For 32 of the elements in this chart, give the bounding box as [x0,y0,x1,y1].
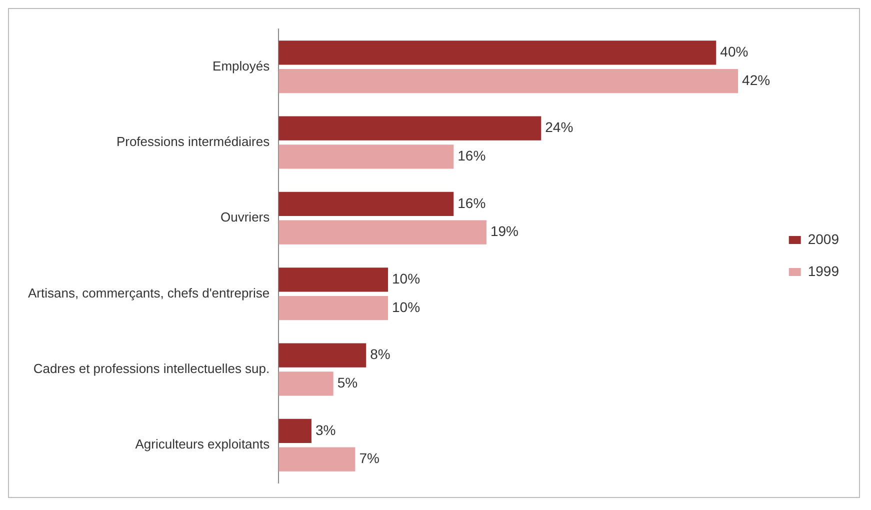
y-tick-label: Artisans, commerçants, chefs d'entreprise [28,285,270,300]
data-label: 5% [337,374,358,391]
bar [278,40,716,65]
data-label: 10% [392,298,420,315]
bar [278,268,388,292]
bar [278,343,366,368]
bar [278,144,454,169]
y-tick-label: Ouvriers [220,210,270,225]
data-label: 8% [370,346,390,362]
y-tick-label: Professions intermédiaires [116,134,270,150]
data-label: 40% [720,44,748,60]
bar [278,447,356,472]
bar [278,418,312,444]
data-label: 16% [458,148,486,164]
data-label: 3% [315,422,336,438]
bar [278,192,454,216]
y-tick-label: Agriculteurs exploitants [135,436,270,452]
bar [278,116,542,140]
legend-label: 2009 [808,230,840,247]
data-label: 24% [545,119,574,136]
data-label: 19% [490,223,518,240]
bar [278,220,486,244]
data-label: 10% [392,270,420,287]
bar [278,296,388,320]
bar [278,68,738,94]
y-tick-label: Cadres et professions intellectuelles sup. [33,361,270,376]
y-tick-label: Employés [212,58,270,74]
bar [278,372,334,396]
data-label: 7% [359,450,380,466]
data-label: 16% [458,194,486,211]
data-label: 42% [742,72,770,88]
legend-label: 1999 [808,262,840,279]
